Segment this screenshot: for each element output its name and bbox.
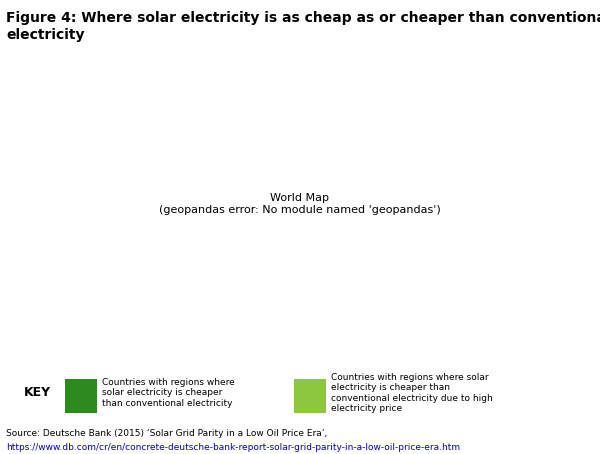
Text: Figure 4: Where solar electricity is as cheap as or cheaper than conventional
el: Figure 4: Where solar electricity is as …: [6, 11, 600, 42]
Bar: [65, 379, 97, 413]
Text: World Map
(geopandas error: No module named 'geopandas'): World Map (geopandas error: No module na…: [159, 193, 441, 215]
Text: Countries with regions where solar
electricity is cheaper than
conventional elec: Countries with regions where solar elect…: [331, 373, 493, 413]
Text: KEY: KEY: [23, 386, 51, 400]
Text: https://www.db.com/cr/en/concrete-deutsche-bank-report-solar-grid-parity-in-a-lo: https://www.db.com/cr/en/concrete-deutsc…: [6, 443, 460, 452]
Text: Countries with regions where
solar electricity is cheaper
than conventional elec: Countries with regions where solar elect…: [102, 378, 235, 408]
Bar: [294, 379, 326, 413]
Text: Source: Deutsche Bank (2015) ‘Solar Grid Parity in a Low Oil Price Era’,: Source: Deutsche Bank (2015) ‘Solar Grid…: [6, 429, 327, 438]
